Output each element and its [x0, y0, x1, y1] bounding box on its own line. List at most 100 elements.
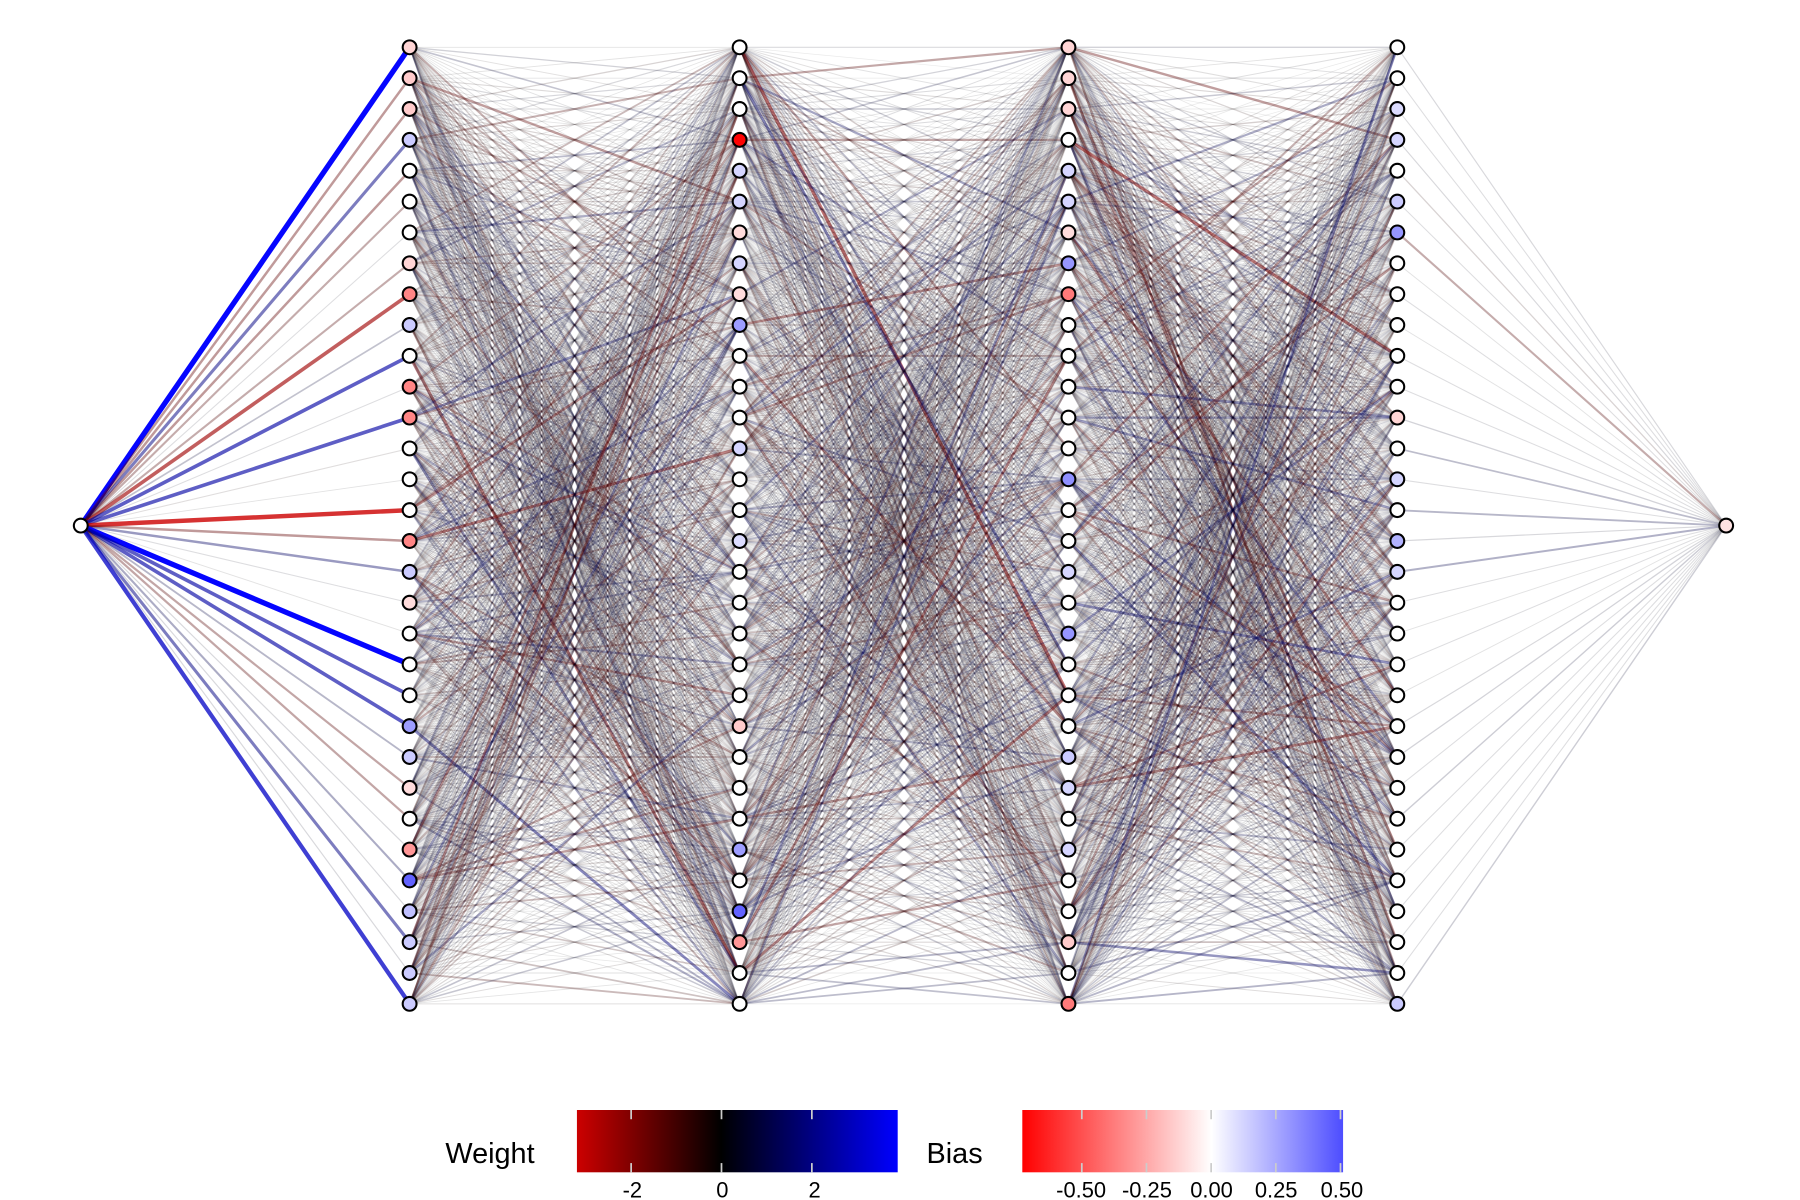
- hidden-edge: [409, 293, 741, 850]
- hidden-edge: [739, 756, 1069, 974]
- hidden-edge: [1067, 170, 1398, 604]
- hidden-edge: [409, 694, 740, 789]
- hidden-edge: [409, 756, 740, 912]
- neuron-node: [1389, 872, 1406, 889]
- hidden-edge: [409, 170, 740, 665]
- hidden-edge: [409, 108, 741, 943]
- hidden-edge: [409, 571, 740, 789]
- hidden-edge: [1067, 355, 1398, 727]
- hidden-edge: [409, 540, 740, 635]
- hidden-edge: [739, 386, 1069, 696]
- hidden-edge: [409, 201, 741, 511]
- hidden-edge: [408, 46, 741, 357]
- hidden-edge: [1068, 448, 1398, 573]
- hidden-edge: [409, 232, 741, 665]
- hidden-edge: [739, 263, 1069, 881]
- hidden-edge: [409, 478, 740, 789]
- hidden-edge: [1067, 386, 1398, 881]
- hidden-edge: [409, 664, 740, 1005]
- hidden-edge: [1067, 108, 1398, 449]
- hidden-edge: [739, 170, 1069, 295]
- hidden-edge: [1067, 447, 1398, 912]
- hidden-edge: [739, 447, 1069, 573]
- hidden-edge: [409, 170, 740, 912]
- hidden-edge: [409, 879, 740, 974]
- hidden-edge: [409, 571, 740, 943]
- hidden-edge: [739, 201, 1069, 573]
- hidden-edge: [409, 602, 740, 727]
- hidden-edge: [409, 139, 741, 419]
- neuron-node: [401, 224, 418, 241]
- neuron-node: [401, 131, 418, 148]
- hidden-edge: [409, 77, 741, 727]
- hidden-edge: [1068, 417, 1398, 573]
- hidden-edge: [1068, 47, 1398, 634]
- hidden-edge: [408, 139, 741, 758]
- neuron-node: [401, 347, 418, 364]
- hidden-edge: [1068, 509, 1398, 696]
- hidden-edge: [739, 77, 1069, 1005]
- neuron-node: [401, 471, 418, 488]
- hidden-edge: [739, 386, 1069, 542]
- hidden-edge: [409, 817, 740, 851]
- hidden-edge: [1068, 77, 1398, 573]
- hidden-edge: [739, 664, 1069, 850]
- hidden-edge: [739, 77, 1069, 511]
- hidden-edge: [1068, 293, 1398, 357]
- hidden-edge: [408, 46, 741, 789]
- hidden-edge: [409, 571, 740, 758]
- hidden-edge: [1067, 324, 1399, 1005]
- hidden-edge: [409, 540, 740, 604]
- hidden-edge: [739, 386, 1070, 1005]
- hidden-edge: [739, 201, 1069, 881]
- hidden-edge: [738, 571, 1070, 912]
- hidden-edge: [739, 910, 1069, 943]
- neuron-node: [1060, 255, 1077, 272]
- hidden-edge: [739, 355, 1069, 665]
- hidden-edge: [1068, 540, 1398, 696]
- hidden-edge: [409, 448, 741, 820]
- hidden-edge: [739, 46, 1069, 80]
- hidden-edge: [739, 448, 1069, 943]
- input-edge: [80, 525, 410, 604]
- hidden-edge: [739, 47, 1070, 912]
- hidden-edge: [1068, 77, 1398, 233]
- hidden-edge: [739, 139, 1069, 912]
- hidden-edge: [409, 108, 740, 326]
- hidden-edge: [409, 47, 741, 1005]
- hidden-edge: [739, 602, 1069, 943]
- hidden-edge: [738, 416, 1070, 912]
- hidden-edge: [739, 324, 1070, 727]
- hidden-edge: [408, 139, 741, 974]
- hidden-edge: [739, 47, 1069, 603]
- hidden-edge: [409, 200, 741, 419]
- hidden-edge: [739, 818, 1069, 1005]
- hidden-edge: [409, 263, 741, 1005]
- hidden-edge: [739, 77, 1070, 850]
- hidden-edge: [1068, 479, 1398, 850]
- hidden-edge: [409, 571, 740, 604]
- input-edge: [79, 524, 411, 944]
- neuron-node: [1389, 39, 1406, 56]
- hidden-edge: [1068, 232, 1398, 480]
- hidden-edge: [739, 355, 1069, 696]
- hidden-edge: [1067, 46, 1398, 604]
- hidden-edge: [409, 787, 740, 881]
- hidden-edge: [409, 509, 741, 758]
- hidden-edge: [739, 633, 1069, 881]
- hidden-edge: [409, 324, 741, 635]
- hidden-edge: [408, 201, 741, 943]
- hidden-edge: [739, 571, 1069, 696]
- hidden-edge: [409, 416, 741, 573]
- hidden-edge: [1068, 108, 1398, 912]
- hidden-edge: [739, 725, 1069, 820]
- hidden-edge: [409, 77, 740, 480]
- hidden-edge: [409, 231, 740, 265]
- hidden-edge: [739, 170, 1069, 388]
- hidden-edge: [409, 663, 740, 820]
- hidden-edge: [739, 293, 1070, 696]
- hidden-edge: [409, 664, 740, 850]
- hidden-edge: [1068, 478, 1398, 635]
- hidden-edge: [1067, 232, 1398, 912]
- hidden-edge: [409, 478, 741, 912]
